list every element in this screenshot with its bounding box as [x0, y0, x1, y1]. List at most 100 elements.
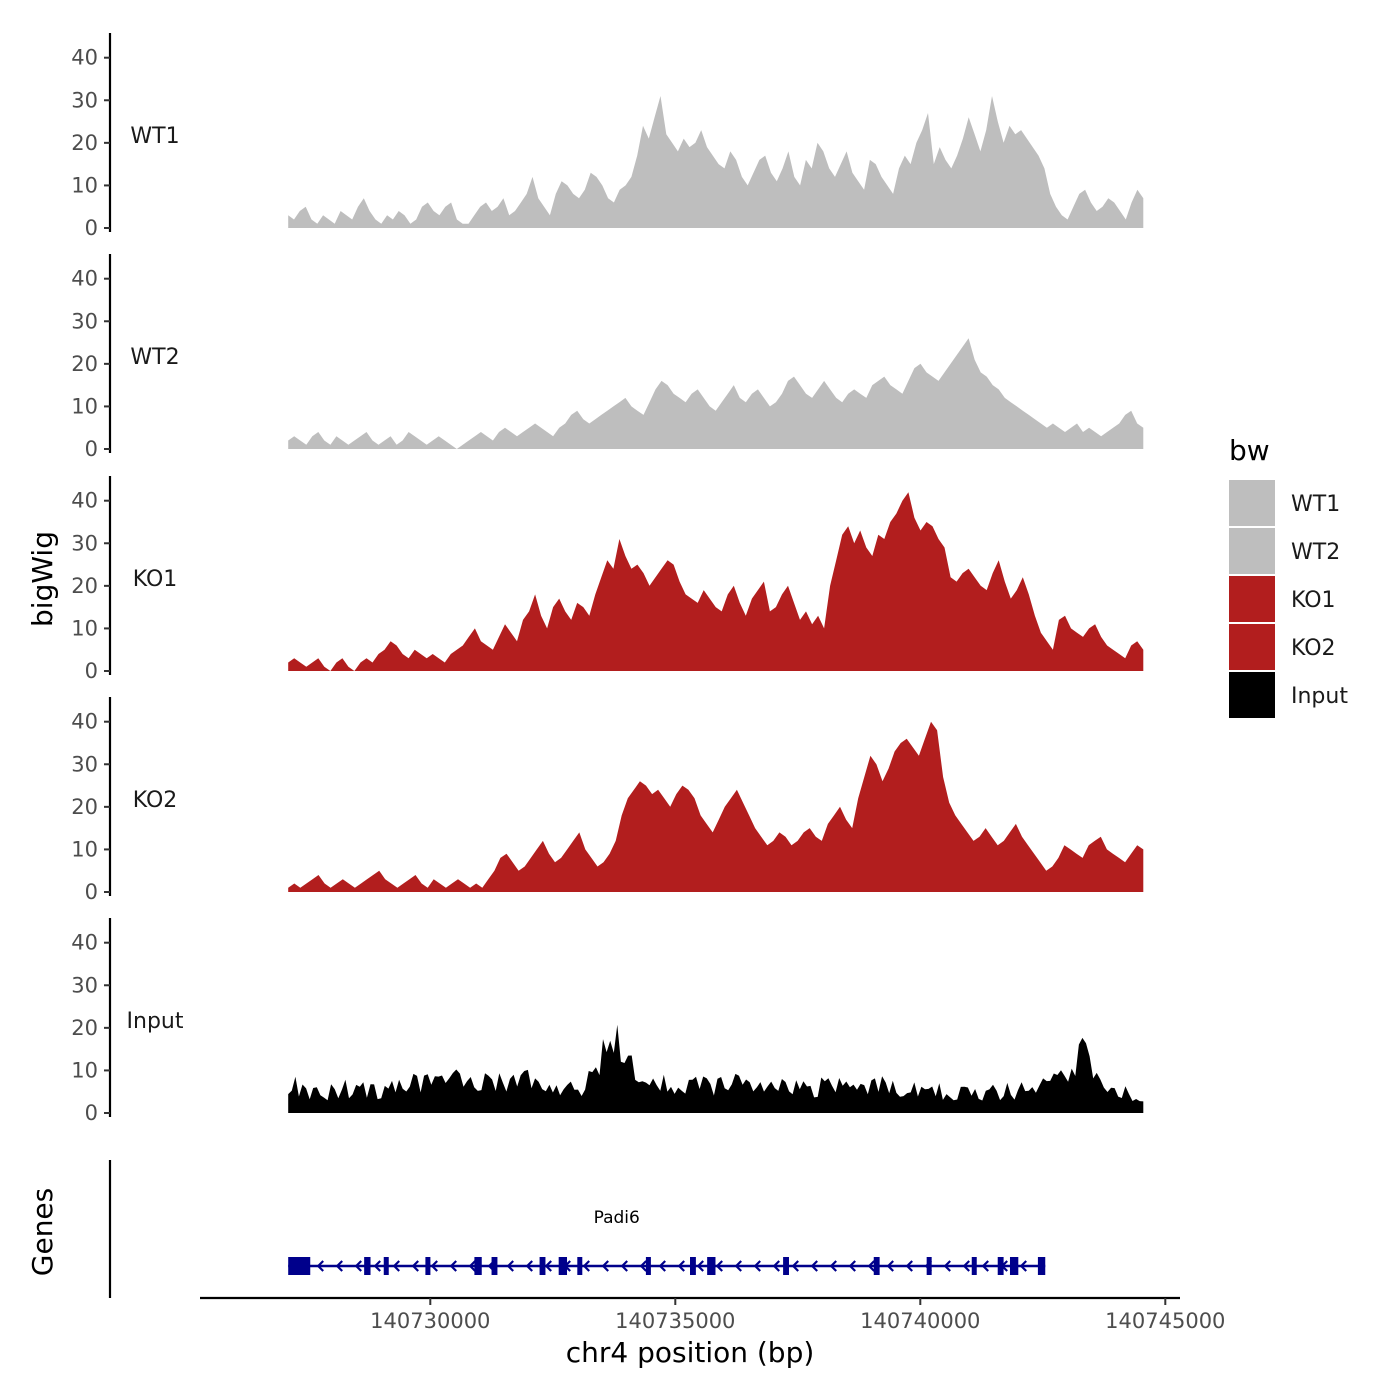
- x-tick-label: 140740000: [860, 1309, 980, 1333]
- y-tick-label: 20: [71, 795, 98, 819]
- legend-swatch-ko1: [1229, 576, 1275, 622]
- legend-label-ko2: KO2: [1291, 636, 1336, 661]
- track-ko2: 0 10 20 30 40 KO2: [71, 697, 1144, 904]
- strand-arrow: [677, 1260, 685, 1272]
- legend-swatch-input: [1229, 672, 1275, 718]
- exon-17: [997, 1257, 1004, 1275]
- track-wt1: 0 10 20 30 40 WT1: [71, 33, 1144, 240]
- exon-12: [707, 1257, 716, 1275]
- legend-label-wt1: WT1: [1291, 492, 1340, 517]
- y-tick-label: 20: [71, 574, 98, 598]
- signal-area-ko2: [288, 721, 1144, 892]
- strand-arrow: [468, 1260, 476, 1272]
- y-tick-label: 20: [71, 131, 98, 155]
- y-tick-label: 20: [71, 1016, 98, 1040]
- x-tick-label: 140745000: [1105, 1309, 1225, 1333]
- track-wt2: 0 10 20 30 40 WT2: [71, 254, 1144, 461]
- strand-arrow: [506, 1260, 514, 1272]
- strand-arrow: [981, 1260, 989, 1272]
- y-tick-label: 10: [71, 616, 98, 640]
- strand-arrow: [354, 1260, 362, 1272]
- exon-14: [873, 1257, 880, 1275]
- y-tick-label: 0: [85, 1101, 98, 1125]
- strand-arrow: [544, 1260, 552, 1272]
- y-tick-label: 40: [71, 267, 98, 291]
- legend-label-wt2: WT2: [1291, 540, 1340, 565]
- track-ko1: 0 10 20 30 40 KO1: [71, 476, 1144, 683]
- strand-arrow: [601, 1260, 609, 1272]
- legend-label-input: Input: [1291, 684, 1348, 709]
- signal-area-ko1: [288, 492, 1144, 671]
- exon-10: [645, 1257, 651, 1275]
- strand-arrow: [696, 1260, 704, 1272]
- x-axis: 140730000 140735000 140740000 140745000: [200, 1296, 1225, 1333]
- y-tick-label: 0: [85, 216, 98, 240]
- strand-arrow: [1019, 1260, 1027, 1272]
- strand-arrow: [829, 1260, 837, 1272]
- strand-arrow: [392, 1260, 400, 1272]
- strand-arrow: [867, 1260, 875, 1272]
- y-tick-label: 40: [71, 46, 98, 70]
- exon-8: [558, 1257, 568, 1275]
- strand-arrow: [525, 1260, 533, 1272]
- y-tick-label: 10: [71, 173, 98, 197]
- x-axis-title: chr4 position (bp): [566, 1336, 815, 1369]
- exon-16: [971, 1257, 977, 1275]
- y-tick-label: 20: [71, 352, 98, 376]
- strand-arrow: [620, 1260, 628, 1272]
- gene-name-label: Padi6: [594, 1208, 640, 1228]
- x-tick-label: 140730000: [370, 1309, 490, 1333]
- legend-title: bw: [1229, 434, 1270, 467]
- strand-arrow: [848, 1260, 856, 1272]
- exon-18: [1009, 1257, 1019, 1275]
- y-tick-label: 30: [71, 309, 98, 333]
- y-tick-label: 30: [71, 973, 98, 997]
- track-label-ko1: KO1: [133, 567, 178, 592]
- y-tick-label: 30: [71, 752, 98, 776]
- y-tick-label: 0: [85, 437, 98, 461]
- exon-19: [1037, 1257, 1046, 1275]
- exon-3: [383, 1257, 389, 1275]
- strand-arrow: [449, 1260, 457, 1272]
- x-tick-label: 140735000: [615, 1309, 735, 1333]
- strand-arrow: [810, 1260, 818, 1272]
- exon-7: [539, 1257, 546, 1275]
- y-tick-label: 30: [71, 88, 98, 112]
- strand-arrow: [639, 1260, 647, 1272]
- strand-arrow: [886, 1260, 894, 1272]
- strand-arrow: [658, 1260, 666, 1272]
- exon-13: [783, 1257, 789, 1275]
- exon-2: [364, 1257, 371, 1275]
- strand-arrow: [373, 1260, 381, 1272]
- strand-arrow: [411, 1260, 419, 1272]
- signal-area-wt2: [288, 338, 1144, 449]
- legend-label-ko1: KO1: [1291, 588, 1336, 613]
- strand-arrow: [962, 1260, 970, 1272]
- y-tick-label: 10: [71, 1058, 98, 1082]
- signal-area-input: [288, 1024, 1144, 1113]
- track-label-wt2: WT2: [130, 345, 179, 370]
- legend: bw WT1 WT2 KO1 KO2 Input: [1229, 434, 1348, 718]
- exon-6: [491, 1257, 498, 1275]
- legend-swatch-wt2: [1229, 528, 1275, 574]
- y-tick-label: 10: [71, 394, 98, 418]
- track-label-input: Input: [127, 1009, 184, 1034]
- strand-arrow: [734, 1260, 742, 1272]
- y-tick-label: 40: [71, 931, 98, 955]
- exon-15: [926, 1257, 932, 1275]
- strand-arrow: [715, 1260, 723, 1272]
- track-label-wt1: WT1: [130, 124, 179, 149]
- strand-arrow: [316, 1260, 324, 1272]
- strand-arrow: [791, 1260, 799, 1272]
- y-tick-label: 30: [71, 531, 98, 555]
- legend-swatch-wt1: [1229, 480, 1275, 526]
- strand-arrow: [905, 1260, 913, 1272]
- strand-arrow: [753, 1260, 761, 1272]
- y-tick-label: 40: [71, 489, 98, 513]
- exon-11: [690, 1257, 696, 1275]
- signal-area-wt1: [288, 96, 1144, 228]
- genes-axis-title: Genes: [26, 1188, 59, 1276]
- track-input: 0 10 20 30 40 Input: [71, 918, 1144, 1125]
- exon-9: [577, 1257, 583, 1275]
- strand-arrow: [582, 1260, 590, 1272]
